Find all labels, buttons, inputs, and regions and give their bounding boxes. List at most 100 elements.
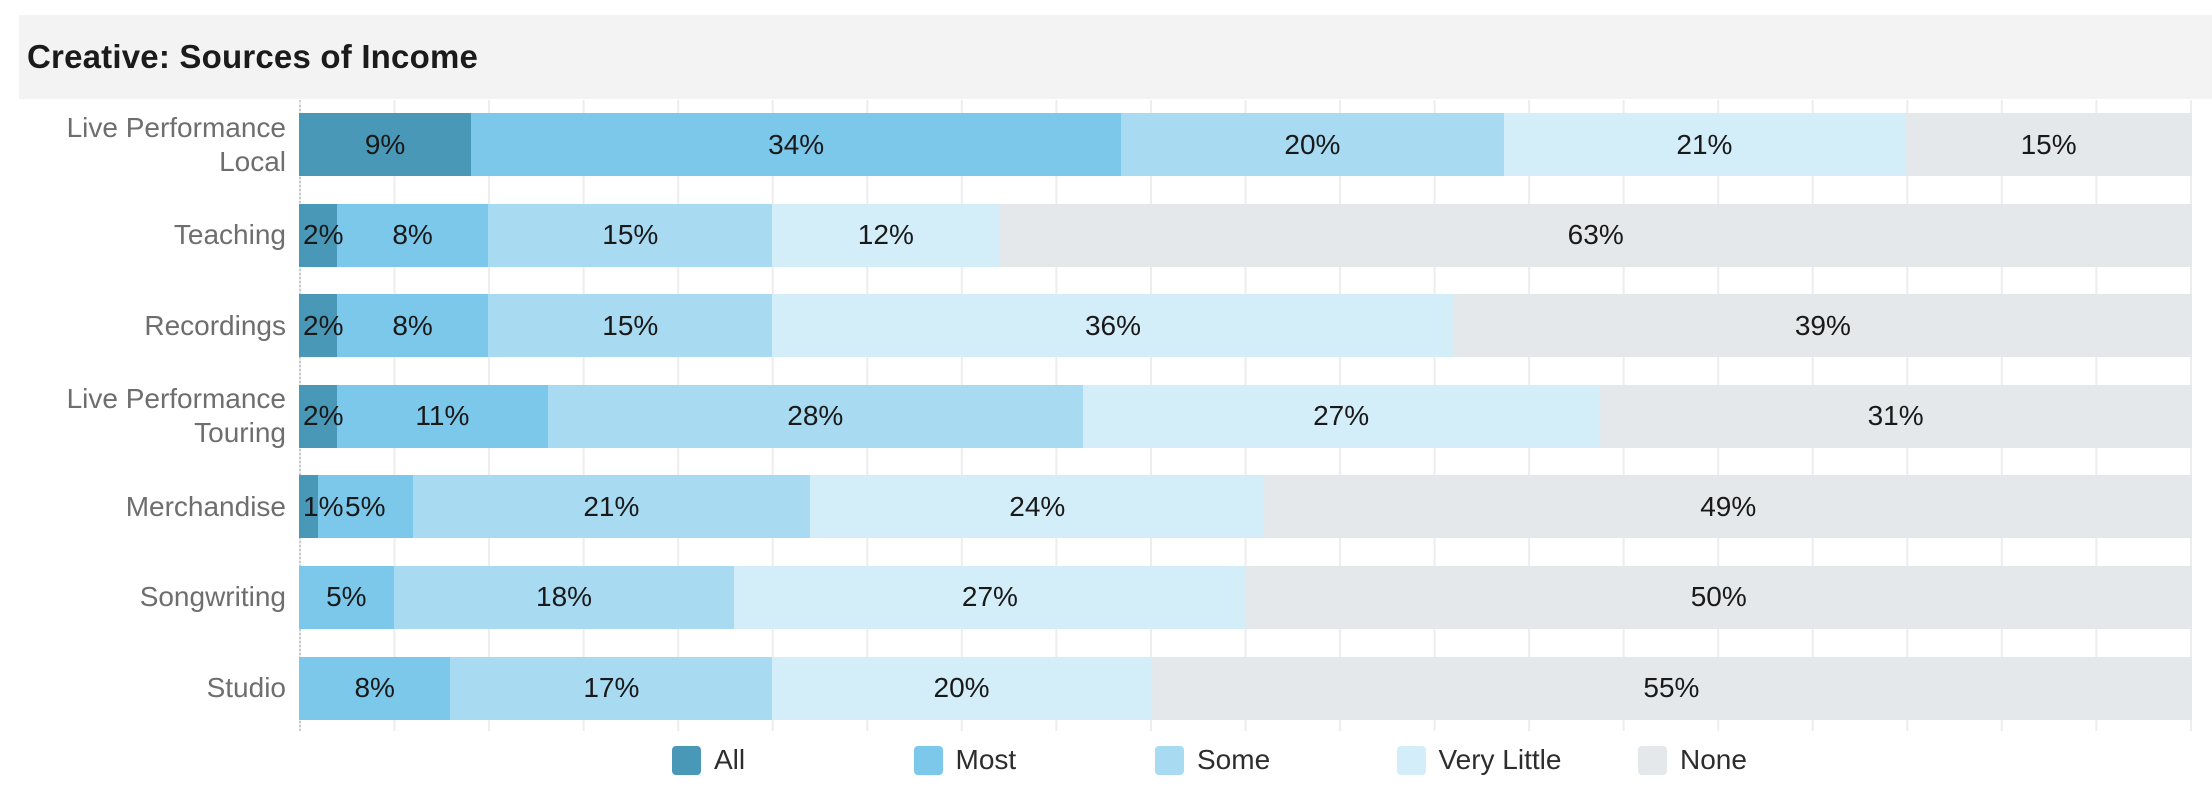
legend-swatch-icon: [1396, 745, 1426, 775]
segment-value-label: 8%: [354, 672, 395, 704]
bar-segment[interactable]: 17%: [450, 656, 773, 720]
segment-value-label: 55%: [1643, 672, 1700, 704]
bar-segment[interactable]: 15%: [488, 203, 773, 267]
segment-value-label: 2%: [303, 309, 344, 341]
bar-segment[interactable]: 12%: [772, 203, 1000, 267]
bar-segment[interactable]: 50%: [1245, 565, 2192, 629]
bar-segment[interactable]: 2%: [299, 294, 343, 358]
chart-row: Live Performance Local 9% 34% 20% 21% 15…: [0, 111, 2192, 177]
bar-segment[interactable]: 2%: [299, 384, 343, 448]
segment-value-label: 21%: [583, 490, 640, 522]
legend: All Most Some Very Little None: [672, 744, 1747, 776]
segment-value-label: 15%: [2020, 128, 2077, 160]
segment-value-label: 28%: [787, 400, 844, 432]
category-label: Merchandise: [125, 490, 286, 522]
category-label: Live Performance Touring: [66, 383, 286, 449]
segment-value-label: 18%: [535, 581, 593, 613]
bar-segment[interactable]: 20%: [1121, 113, 1504, 176]
bar-segment[interactable]: 8%: [336, 203, 489, 267]
category-label: Live Performance Local: [66, 111, 286, 177]
segment-value-label: 27%: [961, 581, 1018, 613]
chart-row: Merchandise 1% 5% 21% 24% 49%: [0, 475, 2192, 539]
legend-label: Most: [955, 744, 1017, 775]
bar-segment[interactable]: 1%: [299, 475, 343, 539]
legend-item[interactable]: None: [1638, 744, 1747, 776]
bar-track: 2% 11% 28% 27% 31%: [299, 384, 2192, 448]
bar-segment[interactable]: 8%: [336, 294, 489, 358]
bar-track: 9% 34% 20% 21% 15%: [299, 113, 2192, 176]
segment-value-label: 12%: [857, 219, 914, 251]
bar-segment[interactable]: 39%: [1453, 294, 2192, 358]
legend-swatch-icon: [1155, 745, 1184, 775]
chart-title-band: Creative: Sources of Income: [19, 15, 2212, 99]
bar-segment[interactable]: 21%: [1503, 113, 1906, 176]
bar-segment[interactable]: 27%: [734, 565, 1246, 629]
bar-segment[interactable]: 5%: [317, 475, 413, 539]
chart-row: Live Performance Touring 2% 11% 28% 27% …: [0, 383, 2192, 449]
legend-item[interactable]: All: [672, 744, 914, 776]
bar-segment[interactable]: 9%: [299, 113, 472, 176]
segment-value-label: 34%: [768, 128, 825, 160]
segment-value-label: 31%: [1867, 400, 1924, 432]
bar-segment[interactable]: 55%: [1150, 656, 2192, 720]
segment-value-label: 9%: [364, 128, 406, 160]
bar-segment[interactable]: 20%: [772, 656, 1151, 720]
stacked-bar-chart: Live Performance Local 9% 34% 20% 21% 15…: [0, 100, 2192, 720]
segment-value-label: 2%: [303, 400, 344, 432]
segment-value-label: 2%: [303, 219, 344, 251]
bar-segment[interactable]: 15%: [488, 294, 773, 358]
chart-row: Songwriting 5% 18% 27% 50%: [0, 565, 2192, 629]
bar-track: 8% 17% 20% 55%: [299, 656, 2192, 720]
bar-segment[interactable]: 21%: [412, 475, 811, 539]
segment-value-label: 21%: [1676, 128, 1733, 160]
legend-item[interactable]: Very Little: [1396, 744, 1639, 776]
bar-segment[interactable]: 28%: [547, 384, 1083, 448]
segment-value-label: 17%: [583, 672, 640, 704]
bar-segment[interactable]: 8%: [299, 656, 451, 720]
legend-label: Some: [1197, 744, 1271, 775]
segment-value-label: 8%: [392, 219, 433, 251]
segment-value-label: 1%: [303, 490, 344, 522]
bar-segment[interactable]: 34%: [471, 113, 1122, 176]
bar-segment[interactable]: 15%: [1905, 113, 2192, 176]
segment-value-label: 63%: [1567, 219, 1624, 251]
bar-segment[interactable]: 27%: [1082, 384, 1600, 448]
segment-value-label: 11%: [415, 400, 470, 432]
segment-value-label: 50%: [1690, 581, 1747, 613]
legend-label: None: [1680, 744, 1747, 775]
chart-title: Creative: Sources of Income: [27, 38, 479, 75]
bar-segment[interactable]: 31%: [1599, 384, 2192, 448]
segment-value-label: 15%: [602, 309, 659, 341]
bar-segment[interactable]: 36%: [772, 294, 1454, 358]
segment-value-label: 20%: [933, 672, 990, 704]
legend-swatch-icon: [1638, 745, 1667, 775]
bar-segment[interactable]: 49%: [1264, 475, 2192, 539]
category-label: Songwriting: [139, 581, 286, 613]
legend-item[interactable]: Most: [913, 744, 1156, 776]
segment-value-label: 15%: [602, 219, 659, 251]
legend-label: Very Little: [1438, 744, 1562, 775]
segment-value-label: 36%: [1084, 309, 1142, 341]
legend-label: All: [714, 744, 746, 775]
bar-segment[interactable]: 5%: [299, 565, 394, 629]
category-label: Teaching: [173, 219, 286, 251]
segment-value-label: 8%: [392, 309, 433, 341]
bar-track: 2% 8% 15% 36% 39%: [299, 294, 2192, 358]
bar-segment[interactable]: 2%: [299, 203, 343, 267]
bar-segment[interactable]: 63%: [999, 203, 2192, 267]
segment-value-label: 39%: [1794, 309, 1851, 341]
segment-value-label: 5%: [326, 581, 367, 613]
category-label: Studio: [206, 672, 286, 704]
bar-segment[interactable]: 18%: [393, 565, 735, 629]
chart-row: Teaching 2% 8% 15% 12% 63%: [0, 203, 2192, 267]
bar-track: 2% 8% 15% 12% 63%: [299, 203, 2192, 267]
bar-track: 5% 18% 27% 50%: [299, 565, 2192, 629]
bar-segment[interactable]: 11%: [337, 384, 548, 448]
chart-row: Studio 8% 17% 20% 55%: [0, 656, 2192, 720]
legend-item[interactable]: Some: [1155, 744, 1397, 776]
chart-row: Recordings 2% 8% 15% 36% 39%: [0, 294, 2192, 358]
bar-segment[interactable]: 24%: [810, 475, 1265, 539]
segment-value-label: 49%: [1700, 490, 1757, 522]
segment-value-label: 20%: [1284, 128, 1341, 160]
bar-track: 1% 5% 21% 24% 49%: [299, 475, 2192, 539]
